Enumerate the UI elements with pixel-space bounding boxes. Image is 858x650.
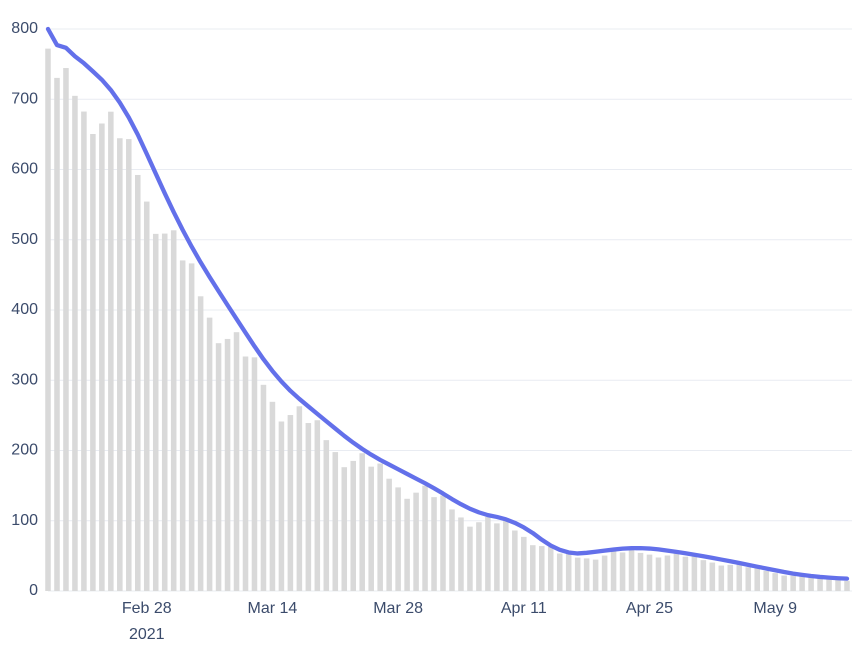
svg-text:Apr 25: Apr 25 bbox=[626, 600, 673, 617]
svg-text:May 9: May 9 bbox=[753, 600, 797, 617]
svg-text:600: 600 bbox=[11, 161, 38, 178]
svg-text:700: 700 bbox=[11, 90, 38, 107]
svg-text:Feb 28: Feb 28 bbox=[122, 600, 172, 617]
svg-text:800: 800 bbox=[11, 20, 38, 37]
svg-text:100: 100 bbox=[11, 512, 38, 529]
svg-text:300: 300 bbox=[11, 371, 38, 388]
svg-text:400: 400 bbox=[11, 301, 38, 318]
svg-text:Mar 14: Mar 14 bbox=[248, 600, 298, 617]
svg-text:0: 0 bbox=[29, 582, 38, 599]
svg-text:500: 500 bbox=[11, 231, 38, 248]
svg-text:200: 200 bbox=[11, 442, 38, 459]
svg-text:Apr 11: Apr 11 bbox=[501, 600, 547, 617]
svg-text:2021: 2021 bbox=[129, 626, 165, 643]
svg-text:Mar 28: Mar 28 bbox=[373, 600, 423, 617]
